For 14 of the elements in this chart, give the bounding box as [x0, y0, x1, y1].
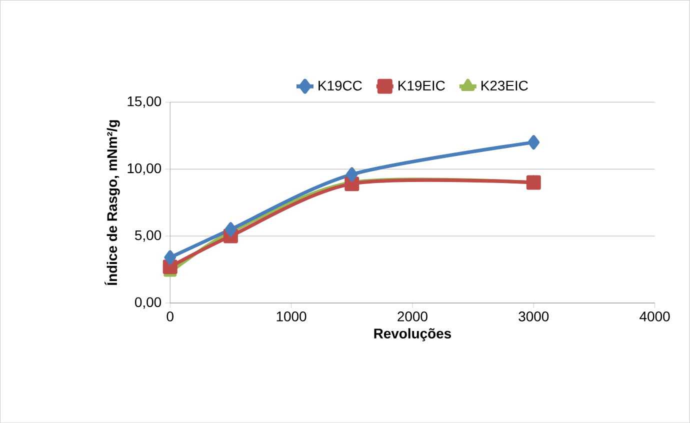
- y-axis-title: Índice de Rasgo, mNm²/g: [104, 120, 120, 286]
- y-tick-label: 5,00: [135, 230, 162, 242]
- x-tick-label: 1000: [276, 311, 306, 322]
- y-tick-label: 15,00: [128, 96, 162, 108]
- y-tick-label: 10,00: [128, 163, 162, 175]
- legend-label: K23EIC: [482, 80, 528, 91]
- x-tick-label: 3000: [518, 311, 549, 322]
- y-tick-label: 0,00: [135, 297, 162, 309]
- legend-label: K19CC: [318, 80, 362, 91]
- x-tick-label: 0: [166, 311, 174, 322]
- x-axis-title: Revoluções: [374, 328, 452, 342]
- legend-label: K19EIC: [398, 80, 445, 91]
- x-tick-label: 2000: [398, 311, 428, 322]
- x-tick-label: 4000: [640, 311, 670, 322]
